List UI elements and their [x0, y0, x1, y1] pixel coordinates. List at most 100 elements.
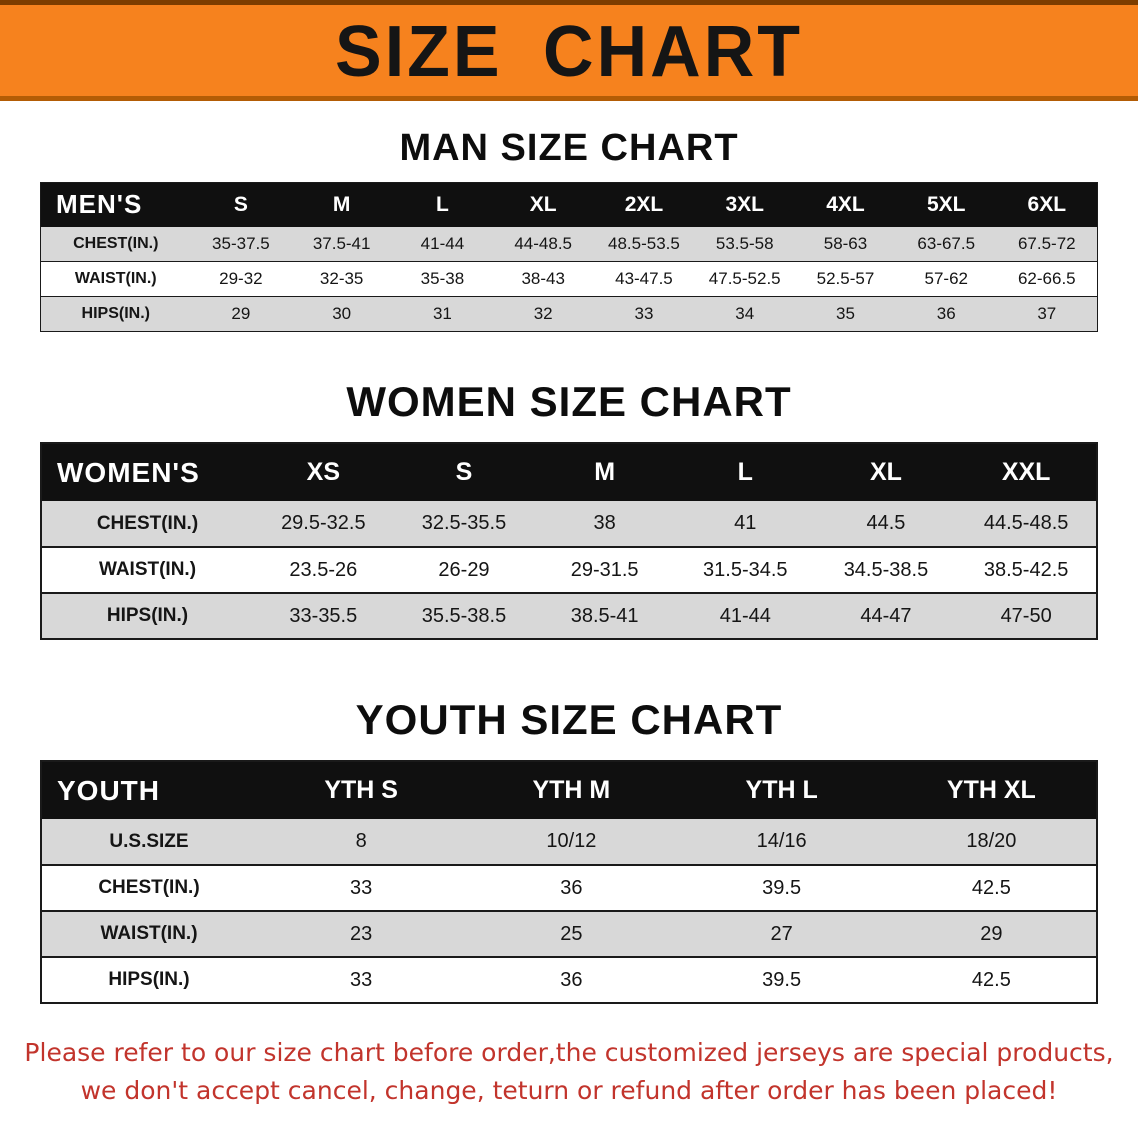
value-cell: 41-44 [392, 226, 493, 262]
table-corner-label-women: WOMEN'S [41, 443, 253, 501]
section-youth: YOUTH SIZE CHART YOUTH YTH S YTH M YTH L YTH… [0, 696, 1138, 1004]
row-label: HIPS(IN.) [40, 296, 191, 332]
value-cell: 32.5-35.5 [393, 501, 535, 547]
value-cell: 29 [886, 911, 1097, 957]
value-cell: 39.5 [762, 876, 802, 899]
column-header: M [534, 443, 675, 501]
table-row: HIPS(IN.) 33 36 39.5 42.5 [41, 957, 1097, 1003]
row-label: WAIST(IN.) [41, 911, 256, 957]
column-header: S [393, 443, 535, 501]
value-cell: 35-37.5 [190, 226, 292, 262]
value-cell: 29.5-32.5 [253, 501, 394, 547]
value-cell: 30 [291, 296, 393, 332]
row-label: WAIST(IN.) [98, 559, 197, 580]
value-cell: 33 [350, 876, 373, 899]
value-cell: 32 [492, 296, 594, 332]
value-cell: 26-29 [438, 558, 490, 581]
row-label: CHEST(IN.) [98, 877, 200, 898]
column-header: YTH M [466, 761, 677, 819]
value-cell: 41 [674, 501, 816, 547]
value-cell: 48.5-53.5 [593, 226, 695, 262]
table-corner-label-youth: YOUTH [41, 761, 256, 819]
value-cell: 38.5-41 [534, 593, 675, 639]
size-table-men: MEN'S S M L XL 2XL 3XL 4XL 5XL 6XL CHEST(IN.) 35-3… [40, 182, 1098, 332]
value-cell: 44-48.5 [492, 226, 594, 262]
value-cell: 34 [694, 296, 796, 332]
value-cell: 36 [560, 876, 583, 899]
value-cell: 37.5-41 [291, 226, 393, 262]
column-header: 4XL [795, 182, 896, 227]
row-label: CHEST(IN.) [41, 501, 253, 547]
value-cell: 29-31.5 [570, 558, 639, 581]
value-cell: 33 [593, 296, 695, 332]
table-row: CHEST(IN.) 33 36 39.5 42.5 [41, 865, 1097, 911]
value-cell: 29 [190, 296, 292, 332]
column-header: YTH XL [886, 761, 1097, 819]
table-row: HIPS(IN.) 33-35.5 35.5-38.5 38.5-41 41-44 44-… [41, 593, 1097, 639]
column-header: XXL [956, 443, 1097, 501]
value-cell: 47-50 [956, 593, 1097, 639]
value-cell: 35 [795, 296, 896, 332]
banner: SIZE CHART [0, 0, 1138, 101]
value-cell: 44.5 [815, 501, 957, 547]
section-heading-youth: YOUTH SIZE CHART [355, 696, 783, 743]
value-cell: 44.5-48.5 [956, 501, 1097, 547]
disclaimer-line-2: we don't accept cancel, change, teturn o… [80, 1075, 1058, 1105]
value-cell: 38-43 [521, 269, 565, 288]
value-cell: 39.5 [762, 968, 802, 991]
column-header: S [190, 182, 292, 227]
row-label: U.S.SIZE [41, 819, 256, 865]
section-women: WOMEN SIZE CHART WOMEN'S XS S M L XL XXL CHEST… [0, 378, 1138, 640]
column-header: L [674, 443, 816, 501]
section-men: MAN SIZE CHART MEN'S S M L XL 2XL 3XL 4XL 5XL 6XL… [0, 127, 1138, 332]
value-cell: 38.5-42.5 [983, 558, 1069, 581]
value-cell: 42.5 [971, 968, 1011, 991]
table-corner-label-men: MEN'S [40, 182, 191, 227]
value-cell: 14/16 [676, 819, 887, 865]
row-label: HIPS(IN.) [41, 593, 253, 639]
value-cell: 41-44 [674, 593, 816, 639]
table-header-row: MEN'S S M L XL 2XL 3XL 4XL 5XL 6XL [40, 182, 1098, 227]
value-cell: 10/12 [466, 819, 677, 865]
table-row: CHEST(IN.) 35-37.5 37.5-41 41-44 44-48.5 48.5… [40, 226, 1098, 262]
value-cell: 67.5-72 [996, 226, 1098, 262]
column-header: L [392, 182, 493, 227]
value-cell: 32-35 [319, 269, 364, 288]
value-cell: 18/20 [886, 819, 1097, 865]
column-header: M [291, 182, 393, 227]
value-cell: 52.5-57 [816, 269, 875, 288]
value-cell: 36 [895, 296, 997, 332]
disclaimer-line-1: Please refer to our size chart before or… [24, 1038, 1114, 1067]
value-cell: 31.5-34.5 [703, 558, 788, 581]
value-cell: 34.5-38.5 [843, 558, 929, 581]
value-cell: 58-63 [795, 226, 896, 262]
value-cell: 44-47 [815, 593, 957, 639]
table-header-row: WOMEN'S XS S M L XL XXL [41, 443, 1097, 501]
value-cell: 43-47.5 [615, 269, 673, 288]
value-cell: 36 [560, 968, 583, 991]
value-cell: 42.5 [971, 876, 1011, 899]
value-cell: 27 [676, 911, 887, 957]
value-cell: 53.5-58 [694, 226, 796, 262]
value-cell: 57-62 [924, 269, 968, 288]
value-cell: 29-32 [219, 269, 263, 288]
column-header: XL [815, 443, 957, 501]
disclaimer: Please refer to our size chart before or… [0, 1034, 1138, 1109]
value-cell: 25 [466, 911, 677, 957]
table-row: WAIST(IN.) 29-32 32-35 35-38 38-43 43-47.5 47.… [40, 262, 1098, 297]
value-cell: 37 [996, 296, 1098, 332]
table-row: WAIST(IN.) 23.5-26 26-29 29-31.5 31.5-34.5 34… [41, 547, 1097, 593]
column-header: 5XL [895, 182, 997, 227]
column-header: YTH S [256, 761, 467, 819]
size-chart-page: SIZE CHART MAN SIZE CHART MEN'S S M L XL 2XL 3… [0, 0, 1138, 1109]
value-cell: 23.5-26 [289, 558, 358, 581]
table-header-row: YOUTH YTH S YTH M YTH L YTH XL [41, 761, 1097, 819]
value-cell: 47.5-52.5 [708, 269, 781, 288]
row-label: WAIST(IN.) [74, 270, 157, 287]
table-row: U.S.SIZE 8 10/12 14/16 18/20 [41, 819, 1097, 865]
size-table-youth: YOUTH YTH S YTH M YTH L YTH XL U.S.SIZE 8 10/1… [40, 760, 1098, 1004]
size-table-women: WOMEN'S XS S M L XL XXL CHEST(IN.) 29.5-32.5 32.… [40, 442, 1098, 640]
value-cell: 62-66.5 [1017, 269, 1076, 288]
row-label: HIPS(IN.) [108, 969, 190, 990]
value-cell: 63-67.5 [895, 226, 997, 262]
